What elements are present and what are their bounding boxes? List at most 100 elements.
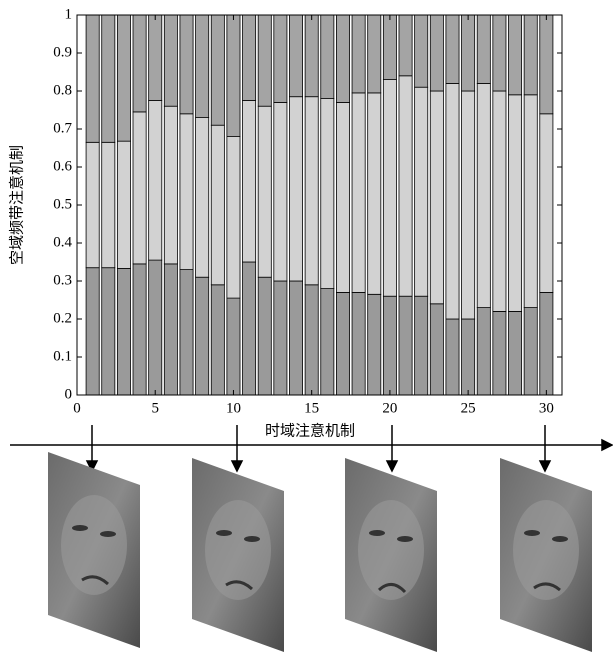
bar-segment bbox=[273, 280, 288, 396]
bar-segment bbox=[398, 75, 413, 297]
bar-segment bbox=[242, 14, 257, 101]
bar-segment bbox=[116, 14, 131, 142]
x-tick-label: 30 bbox=[539, 400, 554, 416]
y-tick-label: 0.8 bbox=[53, 82, 72, 98]
bar-segment bbox=[210, 284, 225, 396]
y-tick-label: 0.6 bbox=[53, 158, 72, 174]
bar-segment bbox=[429, 303, 444, 396]
bar-segment bbox=[508, 94, 523, 312]
face-image bbox=[500, 458, 592, 652]
bar-segment bbox=[523, 307, 538, 396]
y-tick-label: 0 bbox=[65, 386, 73, 402]
bar-segment bbox=[382, 79, 397, 297]
bar-segment bbox=[461, 90, 476, 320]
bar-segment bbox=[101, 267, 116, 396]
bar-segment bbox=[289, 280, 304, 396]
bar-segment bbox=[398, 14, 413, 77]
bar-segment bbox=[492, 14, 507, 92]
y-tick-label: 0.1 bbox=[53, 348, 72, 364]
bar-segment bbox=[461, 318, 476, 396]
arrow-head bbox=[385, 460, 399, 473]
y-tick-label: 1 bbox=[65, 6, 73, 22]
x-tick-label: 5 bbox=[151, 400, 159, 416]
bar-segment bbox=[195, 276, 210, 396]
x-tick-label: 20 bbox=[382, 400, 397, 416]
bar-segment bbox=[382, 14, 397, 80]
bar-segment bbox=[304, 284, 319, 396]
bar-segment bbox=[132, 111, 147, 265]
bar-segment bbox=[382, 295, 397, 396]
arrow-head bbox=[538, 460, 552, 473]
bar-segment bbox=[476, 83, 491, 308]
bar-segment bbox=[273, 14, 288, 103]
bar-segment bbox=[210, 124, 225, 286]
bar-segment bbox=[429, 14, 444, 92]
bar-segment bbox=[351, 92, 366, 293]
bar-segment bbox=[163, 263, 178, 396]
face-frames bbox=[48, 452, 592, 652]
bar-segment bbox=[476, 14, 491, 84]
bar-segment bbox=[367, 92, 382, 295]
bar-segment bbox=[351, 291, 366, 396]
bar-segment bbox=[367, 14, 382, 94]
bar-segment bbox=[445, 83, 460, 320]
bar-segment bbox=[320, 98, 335, 289]
bar-segment bbox=[226, 297, 241, 396]
y-axis-label: 空域频带注意机制 bbox=[7, 145, 25, 265]
plot: 00.10.20.30.40.50.60.70.80.910 5 10 15 20 25 3… bbox=[53, 6, 563, 416]
bar-segment bbox=[289, 14, 304, 98]
bar-segment bbox=[414, 295, 429, 396]
bar-segment bbox=[85, 14, 100, 143]
bar-segment bbox=[163, 14, 178, 107]
bar-segment bbox=[257, 14, 272, 107]
bar-segment bbox=[445, 318, 460, 396]
bar-segment bbox=[101, 14, 116, 143]
bar-segment bbox=[195, 14, 210, 118]
bar-segment bbox=[210, 14, 225, 126]
face-image bbox=[192, 458, 284, 652]
bar-segment bbox=[101, 141, 116, 269]
y-tick-label: 0.5 bbox=[53, 196, 72, 212]
bar-segment bbox=[116, 268, 131, 396]
bar-segment bbox=[163, 105, 178, 265]
bar-segment bbox=[398, 295, 413, 396]
bar-segment bbox=[508, 14, 523, 96]
bar-segment bbox=[476, 307, 491, 396]
bar-segment bbox=[132, 263, 147, 396]
bar-segment bbox=[148, 100, 163, 261]
bar-segment bbox=[179, 269, 194, 396]
bar-segment bbox=[132, 14, 147, 113]
bar-segment bbox=[492, 90, 507, 312]
bar-segment bbox=[461, 14, 476, 92]
timeline bbox=[10, 425, 613, 473]
bar-segment bbox=[414, 14, 429, 88]
arrow-head bbox=[85, 460, 99, 473]
bar-segment bbox=[195, 117, 210, 278]
bar-segment bbox=[257, 276, 272, 396]
bar-segment bbox=[289, 96, 304, 282]
bar-segment bbox=[148, 14, 163, 101]
x-tick-label: 15 bbox=[304, 400, 319, 416]
bar-segment bbox=[445, 14, 460, 84]
bar-segment bbox=[429, 90, 444, 305]
bar-segment bbox=[367, 293, 382, 396]
bar-segment bbox=[351, 14, 366, 94]
x-axis-label: 时域注意机制 bbox=[265, 421, 355, 439]
bar-segment bbox=[539, 14, 554, 115]
bar-segment bbox=[85, 141, 100, 269]
bar-segment bbox=[116, 140, 131, 269]
x-tick-label: 0 bbox=[73, 400, 81, 416]
bar-segment bbox=[320, 288, 335, 396]
y-tick-label: 0.4 bbox=[53, 234, 72, 250]
bar-segment bbox=[508, 310, 523, 396]
bar-segment bbox=[304, 96, 319, 286]
x-tick-label: 25 bbox=[461, 400, 476, 416]
bar-segment bbox=[242, 100, 257, 263]
y-tick-label: 0.9 bbox=[53, 44, 72, 60]
bar-segment bbox=[226, 14, 241, 137]
bar-segment bbox=[257, 105, 272, 278]
x-tick-label: 10 bbox=[226, 400, 241, 416]
bar-segment bbox=[523, 14, 538, 96]
y-tick-label: 0.3 bbox=[53, 272, 72, 288]
